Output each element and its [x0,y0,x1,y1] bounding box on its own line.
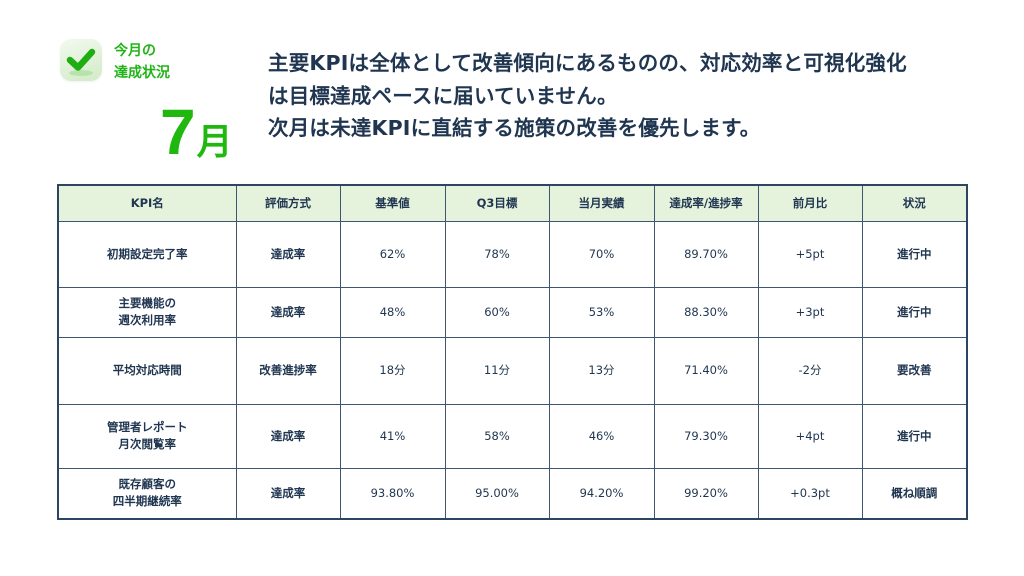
method-cell: 達成率 [235,403,341,469]
headline-line: は目標達成ペースに届いていません。 [268,83,618,108]
column-header-kpi-name: KPI名 [57,184,237,222]
status-cell: 進行中 [861,220,968,288]
month-number: 7 [160,96,196,168]
monthly-status-label: 今月の 達成状況 [114,43,170,81]
status-cell: 要改善 [861,336,968,405]
baseline-cell: 18分 [339,336,446,405]
month-unit: 月 [196,122,233,163]
kpi-name-cell: 既存顧客の 四半期継続率 [57,467,237,520]
method-cell: 達成率 [235,467,341,520]
rate-cell: 88.30% [653,286,759,338]
mom-cell: -2分 [757,336,863,405]
headline-line: 次月は未達KPIに直結する施策の改善を優先します。 [268,116,761,140]
headline-line: 主要KPIは全体として改善傾向にあるものの、対応効率と可視化強化 [268,51,907,75]
baseline-cell: 62% [339,220,446,288]
kpi-name-cell: 平均対応時間 [57,336,237,405]
column-header-target: Q3目標 [444,184,550,222]
month-indicator: 7月 [160,100,233,164]
target-cell: 11分 [444,336,550,405]
status-cell: 概ね順調 [861,467,968,520]
mom-cell: +5pt [757,220,863,288]
target-cell: 78% [444,220,550,288]
baseline-cell: 93.80% [339,467,446,520]
table-row: 平均対応時間 改善進捗率 18分 11分 13分 71.40% -2分 要改善 [57,336,968,405]
method-cell: 達成率 [235,220,341,288]
column-header-method: 評価方式 [235,184,341,222]
kpi-name-cell: 管理者レポート 月次閲覧率 [57,403,237,469]
actual-cell: 13分 [548,336,655,405]
rate-cell: 89.70% [653,220,759,288]
actual-cell: 46% [548,403,655,469]
table-row: 既存顧客の 四半期継続率 達成率 93.80% 95.00% 94.20% 99… [57,467,968,520]
mom-cell: +3pt [757,286,863,338]
method-cell: 改善進捗率 [235,336,341,405]
column-header-rate: 達成率/進捗率 [653,184,759,222]
baseline-cell: 48% [339,286,446,338]
column-header-mom: 前月比 [757,184,863,222]
baseline-cell: 41% [339,403,446,469]
mom-cell: +0.3pt [757,467,863,520]
rate-cell: 71.40% [653,336,759,405]
rate-cell: 79.30% [653,403,759,469]
table-row: 管理者レポート 月次閲覧率 達成率 41% 58% 46% 79.30% +4p… [57,403,968,469]
target-cell: 58% [444,403,550,469]
actual-cell: 70% [548,220,655,288]
mom-cell: +4pt [757,403,863,469]
check-badge-icon [60,39,102,81]
kpi-name-cell: 初期設定完了率 [57,220,237,288]
column-header-actual: 当月実績 [548,184,655,222]
status-cell: 進行中 [861,286,968,338]
status-cell: 進行中 [861,403,968,469]
kpi-name-cell: 主要機能の 週次利用率 [57,286,237,338]
column-header-baseline: 基準値 [339,184,446,222]
rate-cell: 99.20% [653,467,759,520]
check-icon [66,48,96,76]
summary-headline: 主要KPIは全体として改善傾向にあるものの、対応効率と可視化強化 は目標達成ペー… [268,47,988,145]
method-cell: 達成率 [235,286,341,338]
table-row: 主要機能の 週次利用率 達成率 48% 60% 53% 88.30% +3pt … [57,286,968,338]
actual-cell: 53% [548,286,655,338]
target-cell: 95.00% [444,467,550,520]
table-row: 初期設定完了率 達成率 62% 78% 70% 89.70% +5pt 進行中 [57,220,968,288]
table-header-row: KPI名 評価方式 基準値 Q3目標 当月実績 達成率/進捗率 前月比 状況 [57,184,968,222]
kpi-table: KPI名 評価方式 基準値 Q3目標 当月実績 達成率/進捗率 前月比 状況 初… [57,184,968,520]
actual-cell: 94.20% [548,467,655,520]
column-header-status: 状況 [861,184,968,222]
target-cell: 60% [444,286,550,338]
